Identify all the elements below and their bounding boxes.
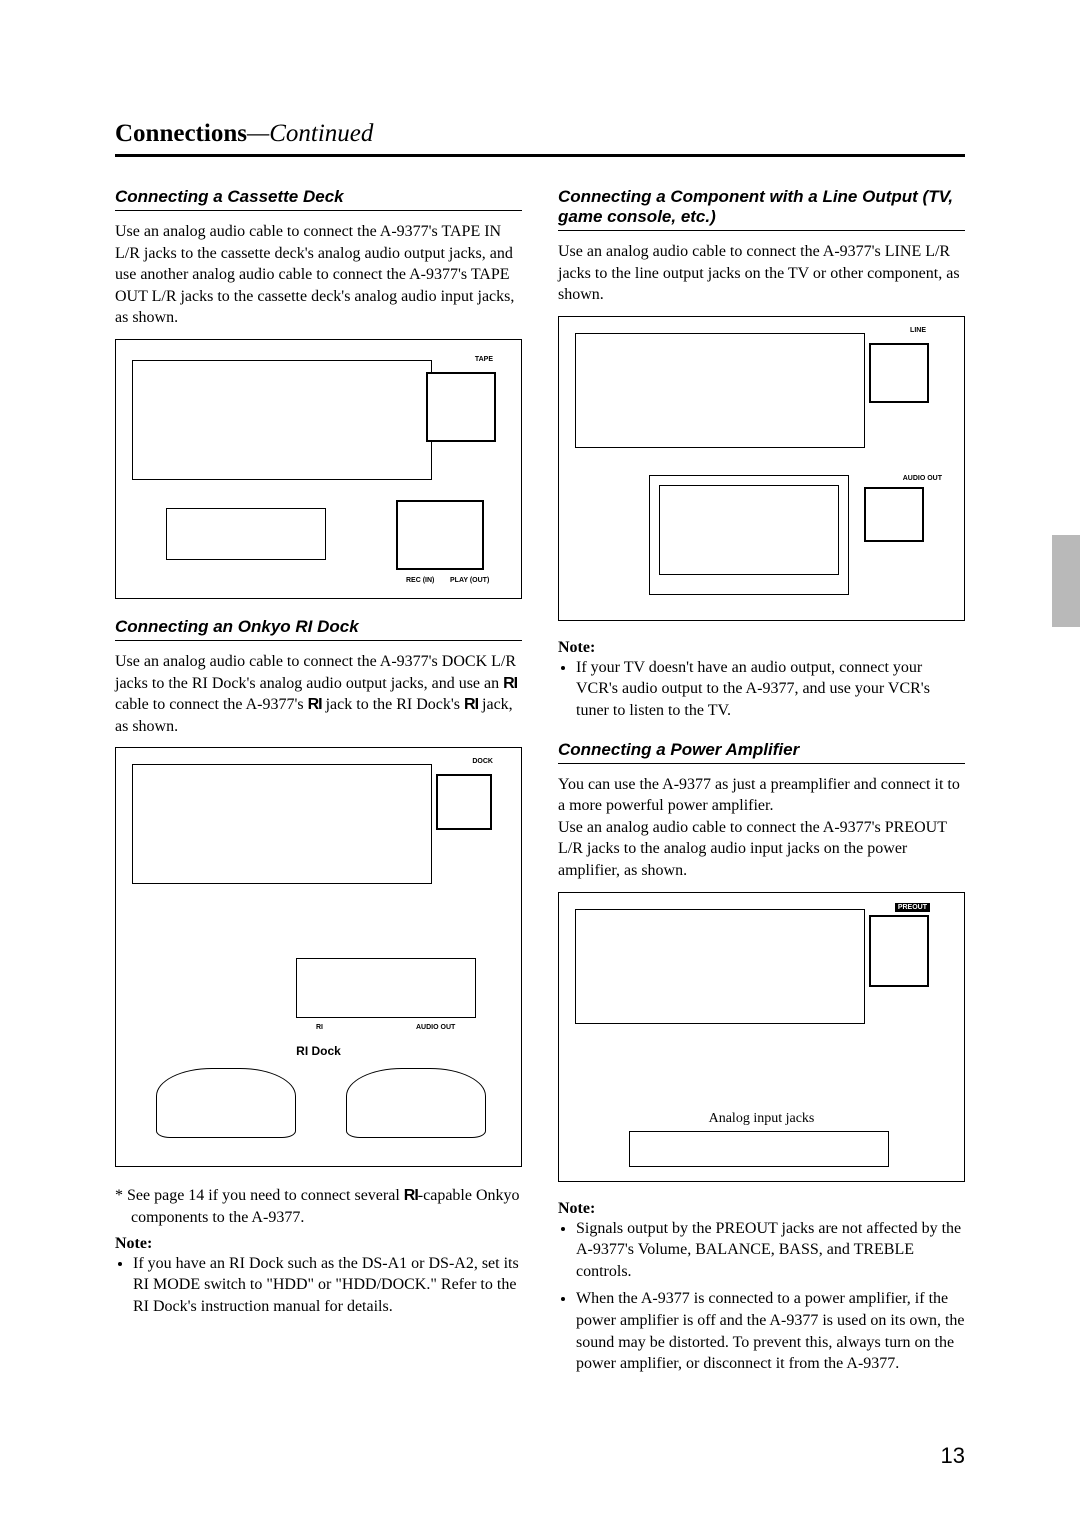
diagram-ridock: DOCK AUDIO OUT RI RI Dock (115, 747, 522, 1167)
note-list-ridock: If you have an RI Dock such as the DS-A1… (115, 1253, 522, 1318)
heading-cassette: Connecting a Cassette Deck (115, 187, 522, 211)
diagram-line: LINE AUDIO OUT (558, 316, 965, 621)
body-line: Use an analog audio cable to connect the… (558, 241, 965, 306)
label-line: LINE (910, 327, 926, 334)
body-cassette: Use an analog audio cable to connect the… (115, 221, 522, 329)
label-play: PLAY (OUT) (450, 577, 489, 584)
diagram-cassette: TAPE REC (IN) PLAY (OUT) (115, 339, 522, 599)
note-label-poweramp: Note: (558, 1200, 965, 1218)
page-number: 13 (115, 1443, 965, 1469)
heading-line: Connecting a Component with a Line Outpu… (558, 187, 965, 231)
ri-icon: RI (464, 696, 478, 713)
right-column: Connecting a Component with a Line Outpu… (558, 185, 965, 1393)
label-dock: DOCK (472, 758, 493, 765)
left-column: Connecting a Cassette Deck Use an analog… (115, 185, 522, 1393)
ri-icon: RI (503, 675, 517, 692)
note-label-line: Note: (558, 639, 965, 657)
label-tape: TAPE (475, 356, 493, 363)
note-list-poweramp: Signals output by the PREOUT jacks are n… (558, 1218, 965, 1375)
heading-poweramp: Connecting a Power Amplifier (558, 740, 965, 764)
label-preout: PREOUT (895, 903, 930, 912)
page-title: Connections—Continued (115, 120, 965, 157)
title-continued: —Continued (247, 120, 373, 147)
note-list-line: If your TV doesn't have an audio output,… (558, 657, 965, 722)
ri-icon: RI (308, 696, 322, 713)
note-label-ridock: Note: (115, 1235, 522, 1253)
two-column-layout: Connecting a Cassette Deck Use an analog… (115, 185, 965, 1393)
chapter-tab (1052, 535, 1080, 627)
label-ri-dock: RI Dock (116, 1044, 521, 1058)
label-audio-out: AUDIO OUT (416, 1024, 455, 1031)
body-poweramp: You can use the A-9377 as just a preampl… (558, 774, 965, 882)
diagram-poweramp: PREOUT Analog input jacks (558, 892, 965, 1182)
label-ri: RI (316, 1024, 323, 1031)
note-item: If you have an RI Dock such as the DS-A1… (133, 1253, 522, 1318)
note-item: Signals output by the PREOUT jacks are n… (576, 1218, 965, 1283)
label-rec: REC (IN) (406, 577, 434, 584)
footnote-ridock: * See page 14 if you need to connect sev… (115, 1185, 522, 1228)
note-item: If your TV doesn't have an audio output,… (576, 657, 965, 722)
label-audio-out: AUDIO OUT (903, 475, 942, 482)
heading-ridock: Connecting an Onkyo RI Dock (115, 617, 522, 641)
label-analog-in: Analog input jacks (559, 1111, 964, 1127)
title-main: Connections (115, 120, 247, 147)
body-ridock: Use an analog audio cable to connect the… (115, 651, 522, 737)
note-item: When the A-9377 is connected to a power … (576, 1288, 965, 1374)
ri-icon: RI (404, 1187, 418, 1204)
